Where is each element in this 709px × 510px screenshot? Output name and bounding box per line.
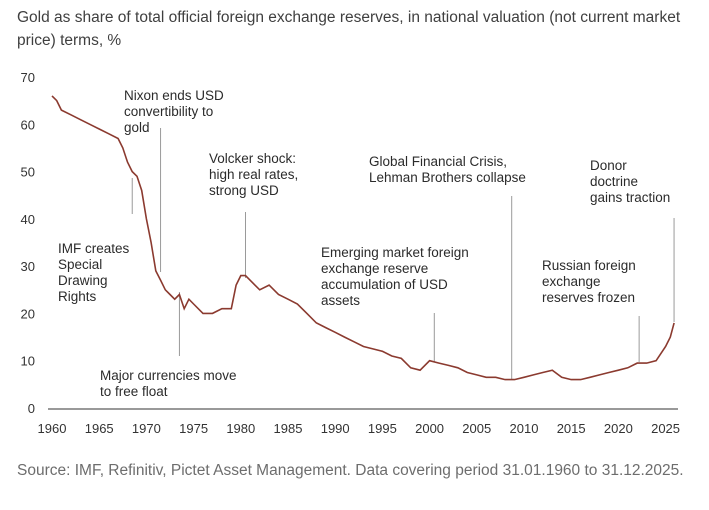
x-tick-label: 1965 <box>85 421 114 436</box>
source-note: Source: IMF, Refinitiv, Pictet Asset Man… <box>17 462 684 479</box>
x-tick-label: 1990 <box>321 421 350 436</box>
y-axis-tick-labels: 0 10 20 30 40 50 60 70 <box>21 70 35 416</box>
chart-title: Gold as share of total official foreign … <box>17 9 681 49</box>
y-tick-label: 30 <box>21 259 35 274</box>
annotation-label: Donor doctrine gains traction <box>590 158 670 205</box>
y-tick-label: 0 <box>28 401 35 416</box>
annotation-label: Volcker shock: high real rates, strong USD <box>209 151 298 198</box>
y-tick-label: 10 <box>21 354 35 369</box>
annotation-label: Major currencies move to free float <box>100 368 237 399</box>
annotation-label: Global Financial Crisis, Lehman Brothers … <box>369 154 526 185</box>
x-tick-label: 2015 <box>557 421 586 436</box>
x-axis-tick-labels: 1960 1965 1970 1975 1980 1985 1990 1995 2000 2005… <box>38 421 680 436</box>
y-tick-label: 70 <box>21 70 35 85</box>
x-tick-label: 1960 <box>38 421 67 436</box>
x-tick-label: 2025 <box>651 421 680 436</box>
annotation-label: Russian foreign exchange reserves frozen <box>542 258 636 305</box>
series-line <box>51 95 675 381</box>
x-tick-label: 1970 <box>132 421 161 436</box>
x-tick-label: 1995 <box>368 421 397 436</box>
y-tick-label: 50 <box>21 165 35 180</box>
x-tick-label: 2000 <box>415 421 444 436</box>
annotation-lines <box>131 128 675 380</box>
y-tick-label: 60 <box>21 117 35 132</box>
x-tick-label: 1985 <box>274 421 303 436</box>
x-tick-label: 1980 <box>226 421 255 436</box>
annotation-label: Nixon ends USD convertibility to gold <box>124 88 224 135</box>
annotation-labels: IMF creates Special Drawing Rights Nixon end… <box>58 88 670 399</box>
x-tick-label: 1975 <box>179 421 208 436</box>
annotation-label: Emerging market foreign exchange reserve a… <box>321 245 469 308</box>
y-tick-label: 40 <box>21 212 35 227</box>
y-tick-label: 20 <box>21 306 35 321</box>
annotation-label: IMF creates Special Drawing Rights <box>58 241 130 304</box>
x-tick-label: 2020 <box>604 421 633 436</box>
x-tick-label: 2005 <box>462 421 491 436</box>
x-tick-label: 2010 <box>510 421 539 436</box>
